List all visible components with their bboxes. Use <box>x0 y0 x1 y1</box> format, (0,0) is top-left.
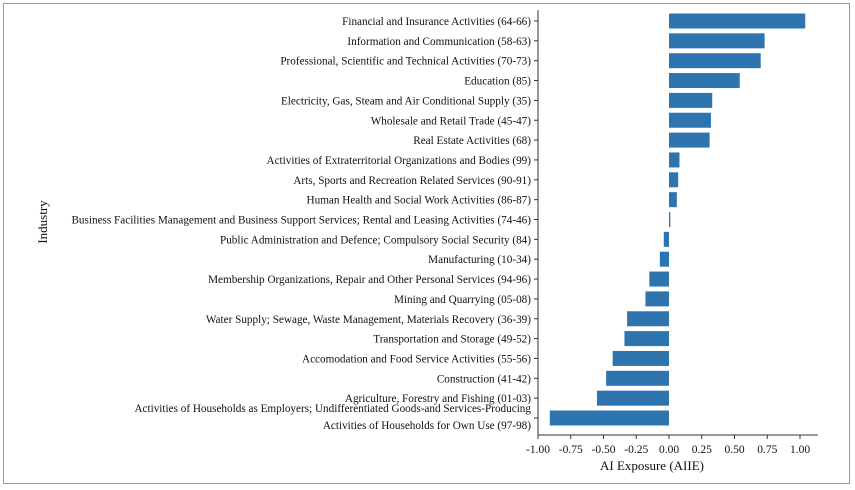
bar-18 <box>606 370 669 386</box>
bar-3 <box>669 73 740 89</box>
bar-19 <box>596 390 669 406</box>
axes: -1.00 -0.75 -0.50 -0.25 0.00 0.25 0.50 0.75 1.00 <box>526 10 818 456</box>
bar-2 <box>669 53 761 69</box>
bar-9 <box>669 192 677 208</box>
category-label-20-line-0: Activities of Households as Employers; U… <box>134 403 531 415</box>
x-tick-label-4: 0.00 <box>659 444 679 456</box>
bar-13 <box>649 271 669 287</box>
category-label-6: Real Estate Activities (68) <box>413 135 531 147</box>
category-label-2: Professional, Scientific and Technical A… <box>280 56 531 68</box>
x-tick-label-0: -1.00 <box>526 444 550 456</box>
bar-15 <box>627 311 669 327</box>
category-label-20-line-1: Activities of Households for Own Use (97… <box>323 420 531 432</box>
x-tick-label-8: 1.00 <box>790 444 810 456</box>
category-label-12: Manufacturing (10-34) <box>428 254 531 266</box>
category-label-8: Arts, Sports and Recreation Related Serv… <box>293 175 531 187</box>
category-label-17: Accomodation and Food Service Activities… <box>302 353 531 365</box>
x-tick-label-2: -0.50 <box>592 444 616 456</box>
bar-14 <box>645 291 669 307</box>
category-label-0: Financial and Insurance Activities (64-6… <box>342 16 531 28</box>
bar-12 <box>659 251 669 267</box>
category-label-18: Construction (41-42) <box>437 373 531 385</box>
category-label-7: Activities of Extraterritorial Organizat… <box>267 155 532 167</box>
category-label-19: Agriculture, Forestry and Fishing (01-03… <box>345 393 531 405</box>
bar-17 <box>612 350 669 366</box>
bars <box>549 13 806 426</box>
x-tick-label-7: 0.75 <box>757 444 777 456</box>
bar-11 <box>663 231 669 247</box>
bar-16 <box>624 331 669 347</box>
category-label-5: Wholesale and Retail Trade (45-47) <box>371 115 532 127</box>
x-tick-label-1: -0.75 <box>559 444 583 456</box>
category-label-3: Education (85) <box>464 76 531 88</box>
category-labels: Financial and Insurance Activities (64-6… <box>71 16 531 432</box>
category-label-9: Human Health and Social Work Activities … <box>307 195 532 207</box>
category-label-10: Business Facilities Management and Busin… <box>71 215 531 227</box>
category-label-11: Public Administration and Defence; Compu… <box>220 234 531 246</box>
x-tick-label-6: 0.50 <box>724 444 744 456</box>
bar-8 <box>669 172 679 188</box>
x-tick-label-5: 0.25 <box>692 444 712 456</box>
bar-20 <box>549 410 669 426</box>
category-label-16: Transportation and Storage (49-52) <box>373 334 531 346</box>
bar-4 <box>669 92 713 108</box>
category-label-13: Membership Organizations, Repair and Oth… <box>208 274 531 286</box>
bar-7 <box>669 152 680 168</box>
category-label-1: Information and Communication (58-63) <box>347 36 531 48</box>
x-axis-title: AI Exposure (AIIE) <box>600 458 704 473</box>
bar-10 <box>669 212 671 227</box>
category-label-15: Water Supply; Sewage, Waste Management, … <box>206 314 531 326</box>
bar-1 <box>669 33 765 49</box>
y-axis-title: Industry <box>35 200 50 244</box>
bar-0 <box>669 13 806 29</box>
bar-5 <box>669 112 711 128</box>
bar-6 <box>669 132 710 148</box>
x-tick-label-3: -0.25 <box>624 444 648 456</box>
category-label-4: Electricity, Gas, Steam and Air Conditio… <box>281 95 531 107</box>
category-label-14: Mining and Quarrying (05-08) <box>394 294 531 306</box>
